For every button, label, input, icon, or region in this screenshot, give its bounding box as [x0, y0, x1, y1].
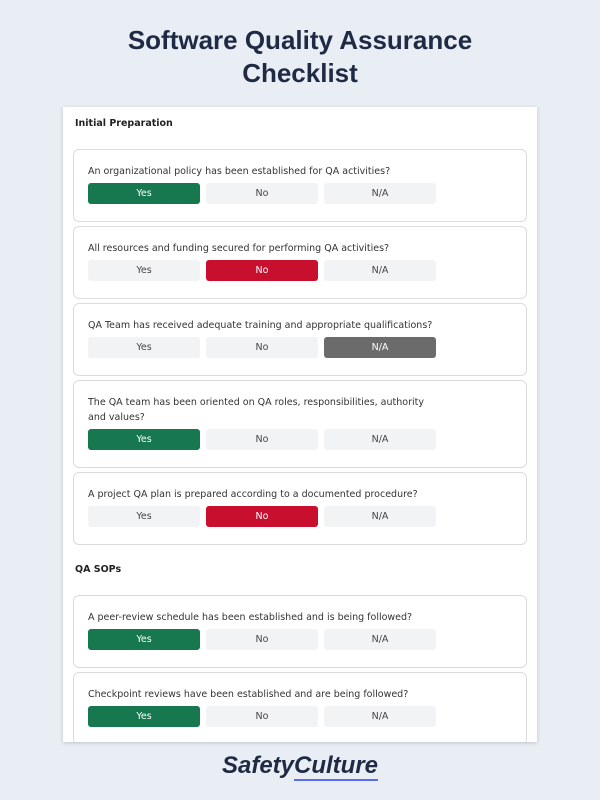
- checklist-item: An organizational policy has been establ…: [73, 149, 527, 222]
- option-button[interactable]: Yes: [88, 429, 200, 450]
- option-button[interactable]: N/A: [324, 629, 436, 650]
- option-button[interactable]: No: [206, 260, 318, 281]
- checklist-item: The QA team has been oriented on QA role…: [73, 380, 527, 468]
- option-button[interactable]: Yes: [88, 260, 200, 281]
- checklist-card: Initial Preparation An organizational pol…: [63, 107, 537, 742]
- question: All resources and funding secured for pe…: [88, 243, 390, 254]
- option-button[interactable]: No: [206, 629, 318, 650]
- option-button[interactable]: Yes: [88, 337, 200, 358]
- question: Checkpoint reviews have been established…: [88, 689, 409, 700]
- option-button[interactable]: No: [206, 337, 318, 358]
- checklist-item: QA Team has received adequate training a…: [73, 303, 527, 376]
- question: A peer-review schedule has been establis…: [88, 612, 413, 623]
- option-row: Yes No N/A: [88, 183, 512, 204]
- option-row: Yes No N/A: [88, 629, 512, 650]
- option-row: Yes No N/A: [88, 337, 512, 358]
- option-button[interactable]: N/A: [324, 506, 436, 527]
- section-title: QA SOPs: [75, 564, 122, 575]
- option-button[interactable]: No: [206, 506, 318, 527]
- question: The QA team has been oriented on QA role…: [88, 397, 424, 423]
- checklist-item: All resources and funding secured for pe…: [73, 226, 527, 299]
- option-row: Yes No N/A: [88, 429, 512, 450]
- page-title: Software Quality Assurance Checklist: [127, 25, 473, 88]
- option-button[interactable]: No: [206, 706, 318, 727]
- option-row: Yes No N/A: [88, 506, 512, 527]
- option-button[interactable]: Yes: [88, 183, 200, 204]
- brand-logo: SafetyCulture: [0, 752, 600, 781]
- option-button[interactable]: N/A: [324, 429, 436, 450]
- option-row: Yes No N/A: [88, 260, 512, 281]
- checklist-item: A peer-review schedule has been establis…: [73, 595, 527, 668]
- question: QA Team has received adequate training a…: [88, 320, 433, 331]
- option-row: Yes No N/A: [88, 706, 512, 727]
- brand-part: Culture: [294, 752, 379, 781]
- checklist-item: Checkpoint reviews have been established…: [73, 672, 527, 742]
- option-button[interactable]: No: [206, 429, 318, 450]
- question: A project QA plan is prepared according …: [88, 489, 418, 500]
- option-button[interactable]: Yes: [88, 706, 200, 727]
- question: An organizational policy has been establ…: [88, 166, 391, 177]
- checklist-item: A project QA plan is prepared according …: [73, 472, 527, 545]
- option-button[interactable]: Yes: [88, 629, 200, 650]
- option-button[interactable]: N/A: [324, 260, 436, 281]
- option-button[interactable]: N/A: [324, 706, 436, 727]
- brand-part: Safety: [221, 752, 295, 779]
- option-button[interactable]: N/A: [324, 337, 436, 358]
- option-button[interactable]: Yes: [88, 506, 200, 527]
- section-title: Initial Preparation: [75, 118, 173, 129]
- option-button[interactable]: No: [206, 183, 318, 204]
- option-button[interactable]: N/A: [324, 183, 436, 204]
